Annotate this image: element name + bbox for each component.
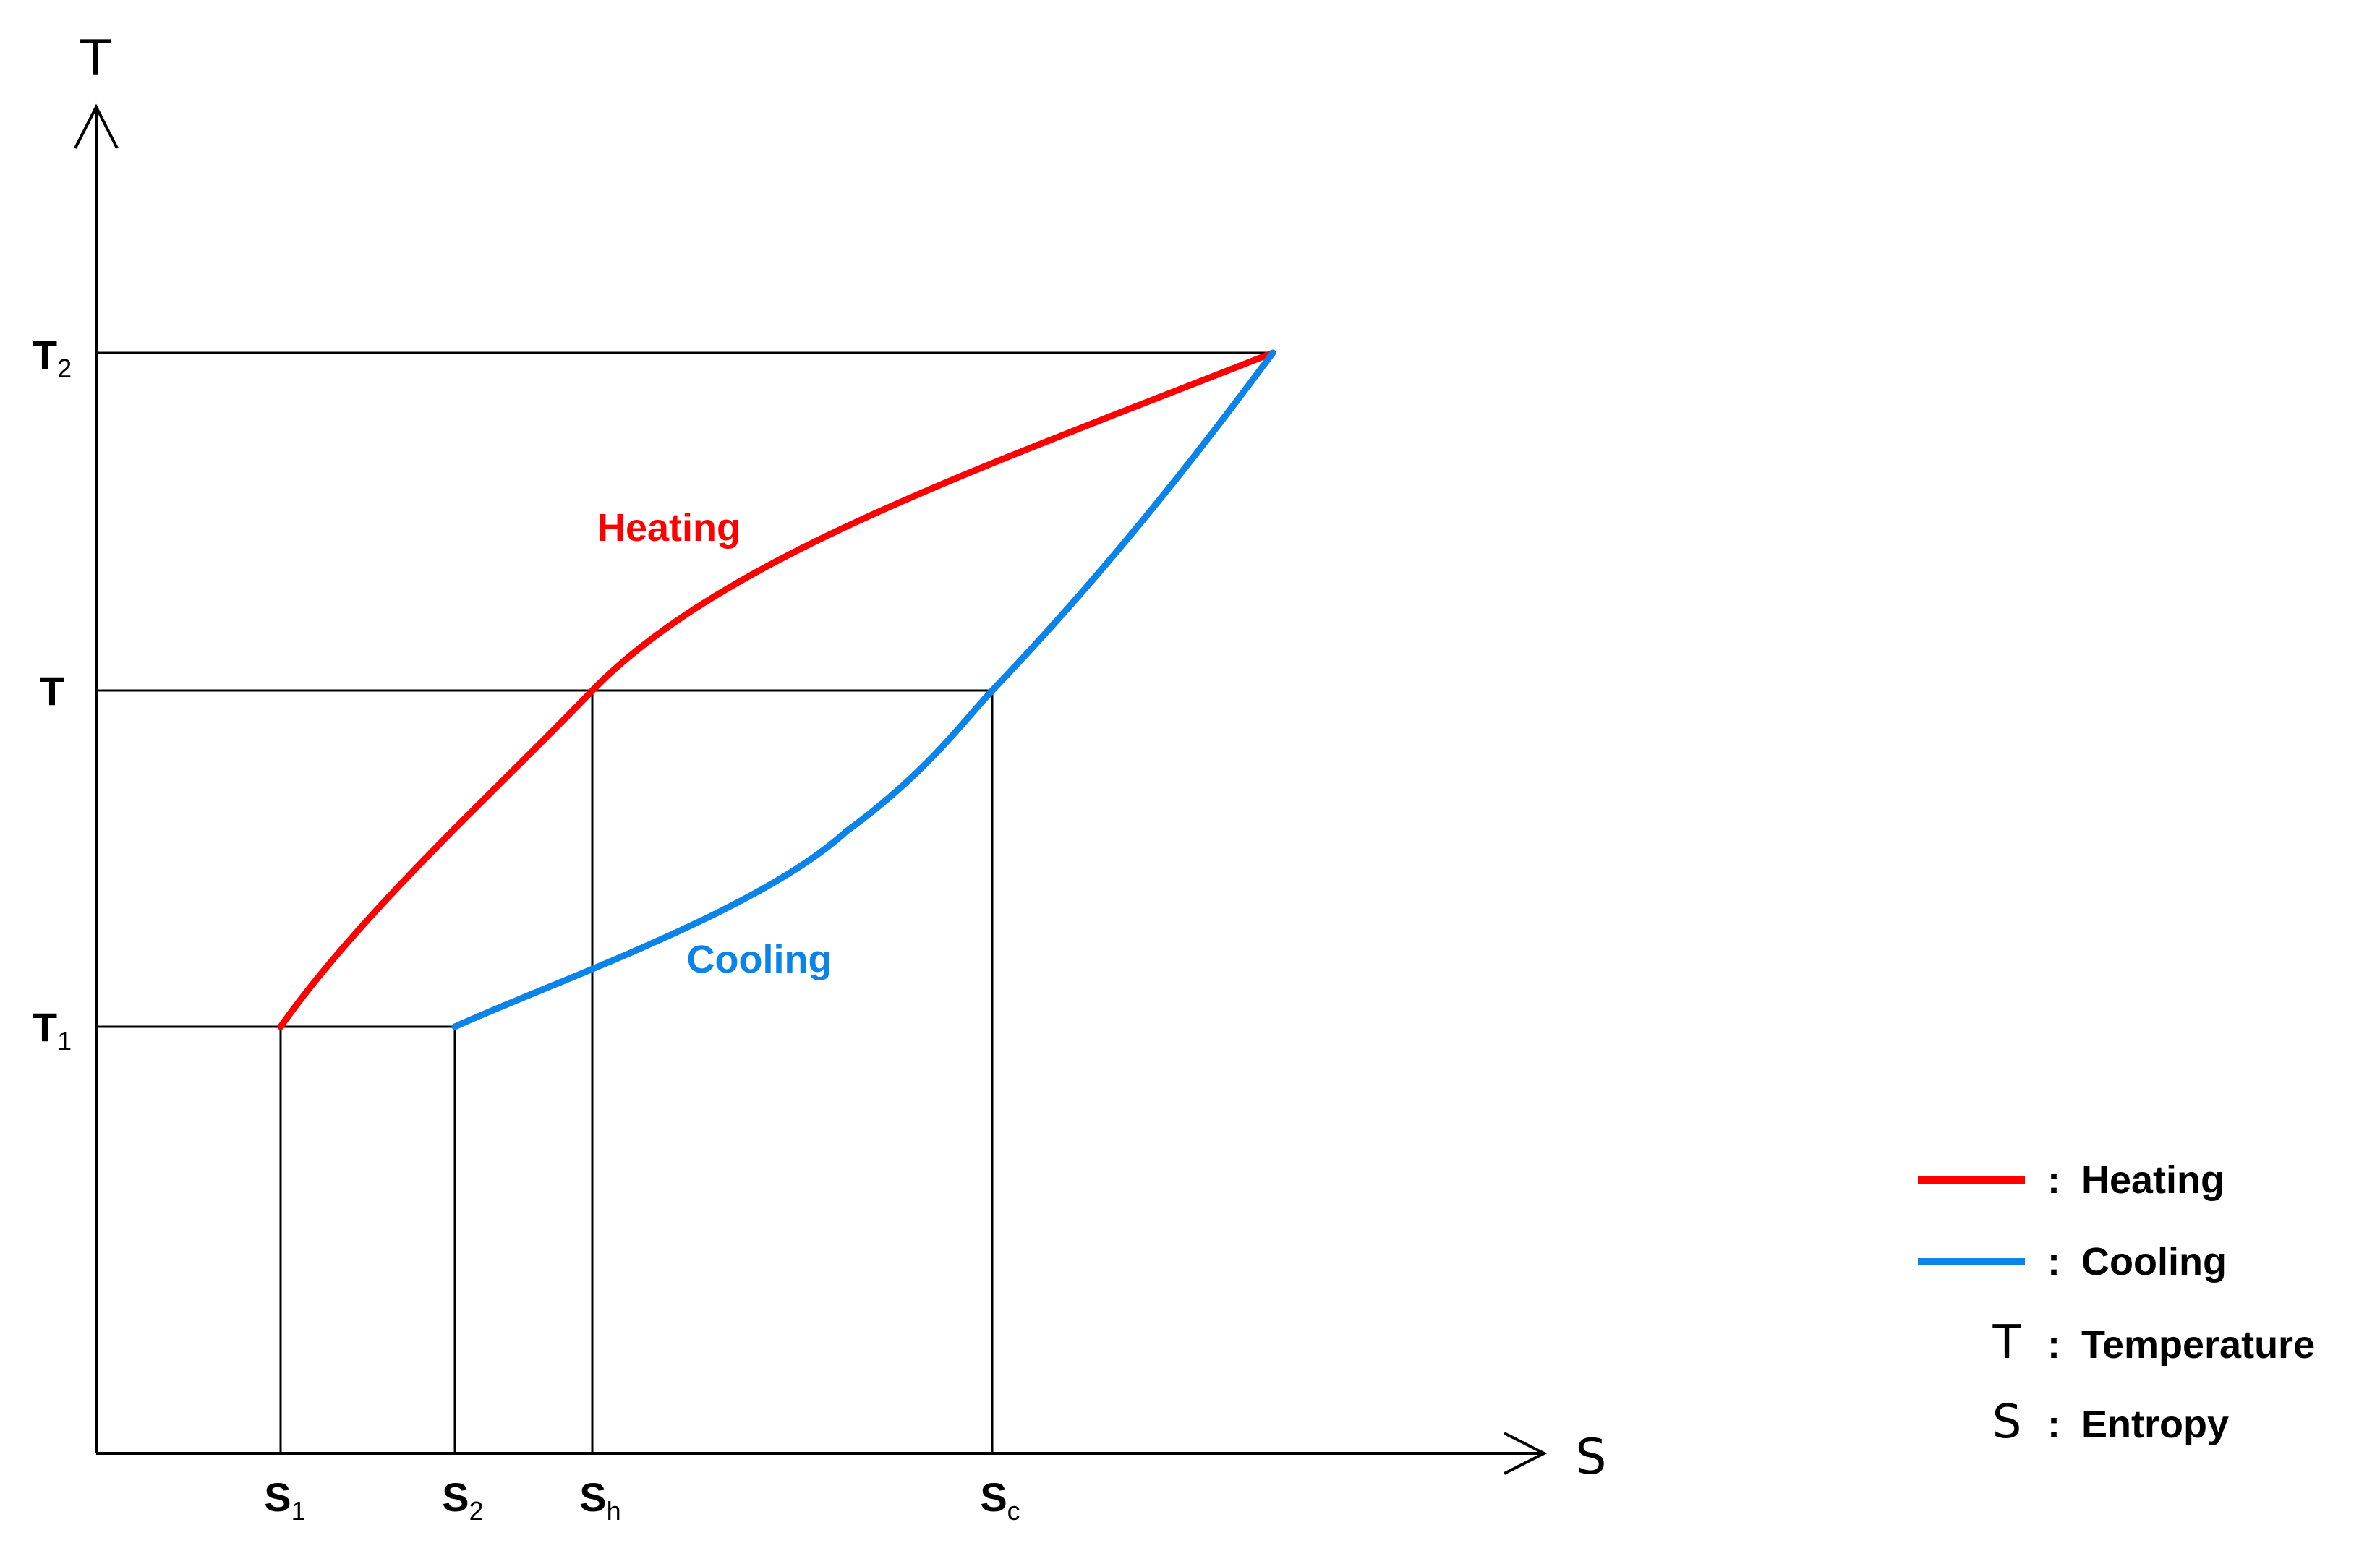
legend-colon: :: [2047, 1240, 2060, 1283]
y-axis-label: T: [80, 30, 111, 87]
legend-colon: :: [2047, 1403, 2060, 1446]
legend-colon: :: [2047, 1158, 2060, 1202]
x-axis-arrowhead: [1504, 1432, 1548, 1475]
x-tick-sh: Sh: [579, 1474, 620, 1526]
heating-curve: [277, 349, 1276, 1030]
legend-label: Cooling: [2081, 1240, 2227, 1283]
axes: T S: [74, 30, 1607, 1486]
y-tick-t1: T1: [33, 1004, 72, 1056]
x-tick-labels: S1 S2 Sh Sc: [264, 1474, 1020, 1526]
legend-symbol: T: [1992, 1316, 2021, 1369]
legend-label: Entropy: [2081, 1403, 2229, 1446]
heating-curve-label: Heating: [597, 506, 741, 550]
y-axis-arrowhead: [74, 103, 119, 149]
cooling-curve-label: Cooling: [687, 938, 832, 981]
cooling-curve: [451, 349, 1276, 1030]
legend-item-cooling: : Cooling: [1918, 1240, 2227, 1283]
x-tick-s1: S1: [264, 1474, 305, 1526]
legend-colon: :: [2047, 1323, 2060, 1367]
legend-label: Temperature: [2081, 1323, 2315, 1367]
legend-item-temperature: T : Temperature: [1992, 1316, 2315, 1369]
legend-item-heating: : Heating: [1918, 1158, 2225, 1202]
x-axis-label: S: [1575, 1429, 1606, 1486]
y-tick-t: T: [40, 668, 64, 714]
legend-label: Heating: [2081, 1158, 2225, 1202]
y-tick-labels: T2 T T1: [33, 332, 72, 1056]
curves: Heating Cooling: [277, 349, 1276, 1030]
y-tick-t2: T2: [33, 332, 72, 383]
legend-symbol: S: [1992, 1395, 2022, 1449]
x-tick-s2: S2: [442, 1474, 483, 1526]
guide-lines: [96, 351, 1273, 1453]
legend-item-entropy: S : Entropy: [1992, 1395, 2229, 1449]
x-tick-sc: Sc: [980, 1474, 1020, 1526]
legend: : Heating : Cooling T : Temperature S : …: [1918, 1158, 2315, 1449]
